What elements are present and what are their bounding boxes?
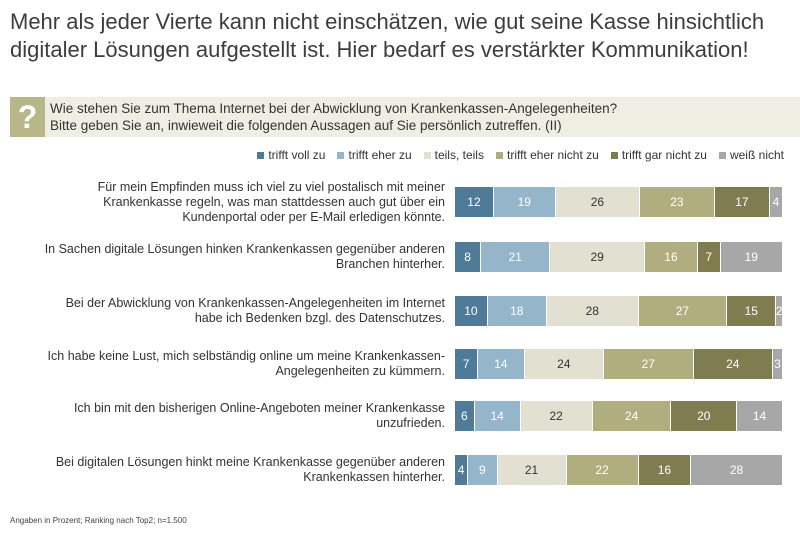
bar-segment: 12 <box>455 187 494 217</box>
legend-swatch <box>718 151 726 159</box>
footnote: Angaben in Prozent; Ranking nach Top2; n… <box>10 516 187 525</box>
legend-item: teils, teils <box>423 148 484 162</box>
bar-row: 10 18 28 27 15 2 <box>455 296 783 326</box>
bar-segment: 24 <box>524 349 605 379</box>
row-label: Ich bin mit den bisherigen Online-Angebo… <box>73 401 445 430</box>
question-mark-icon: ? <box>10 97 45 137</box>
legend-item: trifft voll zu <box>257 148 325 162</box>
legend-label: trifft voll zu <box>268 148 326 162</box>
legend-swatch <box>610 151 618 159</box>
legend-label: trifft gar nicht zu <box>621 148 707 162</box>
bar-segment: 17 <box>714 187 770 217</box>
legend-item: trifft gar nicht zu <box>610 148 707 162</box>
bar-segment: 14 <box>474 401 521 431</box>
bar-segment: 9 <box>468 455 498 485</box>
row-label: In Sachen digitale Lösungen hinken Krank… <box>44 242 445 271</box>
bar-segment: 21 <box>497 455 567 485</box>
bar-segment: 26 <box>555 187 641 217</box>
bar-segment: 4 <box>455 455 469 485</box>
bar-row: 6 14 22 24 20 14 <box>455 401 783 431</box>
legend-swatch <box>495 151 503 159</box>
bar-segment: 29 <box>550 242 646 272</box>
bar-segment: 4 <box>769 187 783 217</box>
question-banner: ? Wie stehen Sie zum Thema Internet bei … <box>10 97 800 137</box>
bar-segment: 7 <box>697 242 721 272</box>
question-line-1: Wie stehen Sie zum Thema Internet bei de… <box>50 101 618 116</box>
legend-swatch <box>257 151 265 159</box>
bar-segment: 27 <box>604 349 694 379</box>
bar-segment: 22 <box>520 401 593 431</box>
bar-segment: 28 <box>546 296 639 326</box>
bar-segment: 27 <box>638 296 728 326</box>
bar-segment: 6 <box>455 401 475 431</box>
legend-label: trifft eher zu <box>348 148 412 162</box>
legend-item: weiß nicht <box>718 148 784 162</box>
bar-segment: 2 <box>776 296 783 326</box>
bar-segment: 16 <box>638 455 692 485</box>
bar-segment: 16 <box>645 242 698 272</box>
row-label: Bei der Abwicklung von Krankenkassen-Ang… <box>65 296 445 325</box>
bar-segment: 20 <box>671 401 738 431</box>
bar-segment: 23 <box>640 187 715 217</box>
bar-segment: 8 <box>455 242 482 272</box>
row-label: Bei digitalen Lösungen hinkt meine Krank… <box>55 455 445 484</box>
bar-segment: 19 <box>720 242 783 272</box>
bar-segment: 15 <box>727 296 777 326</box>
legend-label: trifft eher nicht zu <box>506 148 599 162</box>
bar-segment: 28 <box>691 455 783 485</box>
bar-segment: 14 <box>478 349 525 379</box>
bar-segment: 24 <box>592 401 672 431</box>
bar-segment: 14 <box>737 401 783 431</box>
bar-row: 7 14 24 27 24 3 <box>455 349 783 379</box>
bar-segment: 21 <box>481 242 551 272</box>
bar-segment: 10 <box>455 296 488 326</box>
legend-label: weiß nicht <box>729 148 784 162</box>
chart-legend: trifft voll zu trifft eher zu teils, teils… <box>257 148 784 162</box>
page-title: Mehr als jeder Vierte kann nicht einschä… <box>10 9 765 62</box>
bar-segment: 19 <box>493 187 556 217</box>
legend-item: trifft eher nicht zu <box>495 148 599 162</box>
row-label: Für mein Empfinden muss ich viel zu viel… <box>97 179 445 224</box>
row-label: Ich habe keine Lust, mich selbständig on… <box>47 349 445 378</box>
bar-row: 4 9 21 22 16 28 <box>455 455 783 485</box>
legend-swatch <box>337 151 345 159</box>
bar-segment: 22 <box>566 455 639 485</box>
question-line-2: Bitte geben Sie an, inwieweit die folgen… <box>50 118 562 133</box>
bar-row: 8 21 29 16 7 19 <box>455 242 783 272</box>
bar-segment: 3 <box>773 349 783 379</box>
question-text: Wie stehen Sie zum Thema Internet bei de… <box>50 100 617 134</box>
bar-segment: 18 <box>487 296 547 326</box>
legend-label: teils, teils <box>434 148 484 162</box>
bar-segment: 7 <box>455 349 479 379</box>
bar-segment: 24 <box>693 349 774 379</box>
bar-row: 12 19 26 23 17 4 <box>455 187 783 217</box>
legend-swatch <box>423 151 431 159</box>
legend-item: trifft eher zu <box>337 148 412 162</box>
